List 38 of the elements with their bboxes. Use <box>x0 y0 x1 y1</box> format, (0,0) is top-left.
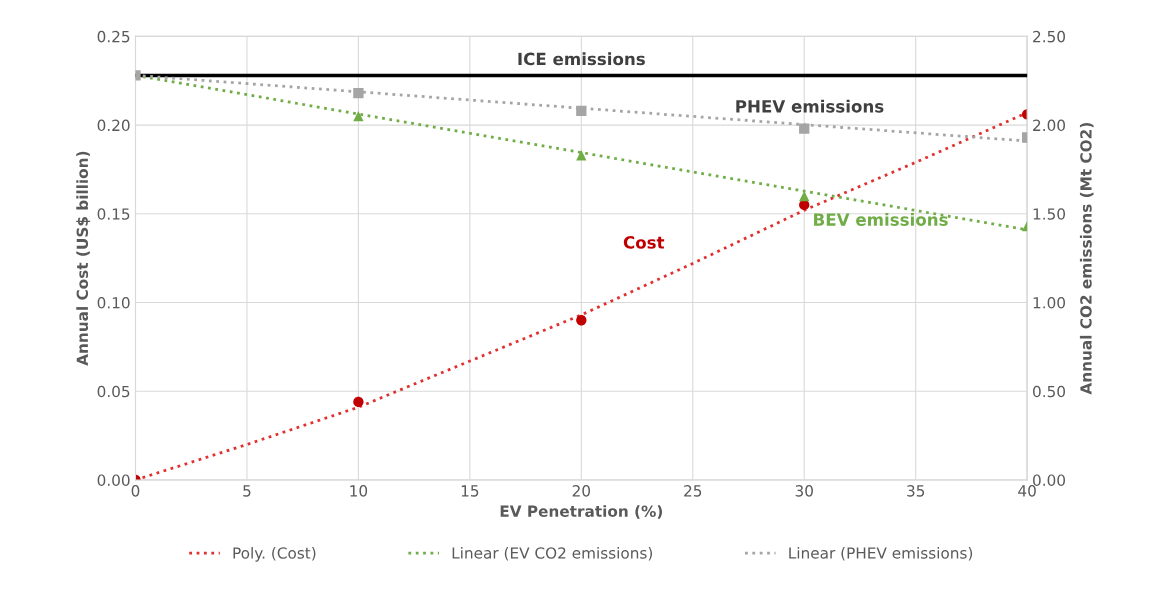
annotation: Cost <box>623 236 665 249</box>
point <box>799 123 810 134</box>
y-tick-label: 0.00 <box>97 474 130 486</box>
point <box>576 150 587 161</box>
x-tick-label: 5 <box>243 485 251 497</box>
x-tick-label: 10 <box>350 485 368 497</box>
y-tick-label: 0.20 <box>97 119 130 132</box>
point <box>576 315 587 326</box>
x-tick-label: 40 <box>1018 485 1036 497</box>
x-tick-label: 25 <box>684 485 702 497</box>
x-tick-label: 20 <box>572 485 591 497</box>
point <box>353 396 364 408</box>
y2-tick-label: 1.50 <box>1033 208 1066 220</box>
legend-label: Linear (PHEV emissions) <box>789 546 973 561</box>
point <box>576 105 587 117</box>
x-axis-title: EV Penetration (%) <box>500 505 663 519</box>
x-tick-label: 0 <box>131 485 140 497</box>
x-tick-label: 15 <box>461 485 479 497</box>
point <box>353 87 364 99</box>
y-tick-label: 0.25 <box>97 30 130 43</box>
y-axis-title: Annual Cost (US$ billion) <box>76 151 91 366</box>
annotation: PHEV emissions <box>736 99 884 113</box>
y-tick-label: 0.15 <box>97 208 130 220</box>
y-tick-label: 0.05 <box>97 385 130 398</box>
y2-tick-label: 0.50 <box>1033 385 1066 398</box>
x-tick-label: 35 <box>907 485 925 497</box>
annotation: BEV emissions <box>814 212 948 226</box>
point <box>353 111 364 122</box>
y2-axis-title: Annual CO2 emissions (Mt CO2) <box>1079 123 1094 395</box>
y2-tick-label: 0.00 <box>1033 474 1066 486</box>
y-tick-label: 0.10 <box>97 296 130 309</box>
legend-label: Poly. (Cost) <box>233 546 316 562</box>
y2-tick-label: 2.50 <box>1033 30 1066 43</box>
y2-tick-label: 2.00 <box>1033 119 1066 132</box>
legend-label: Linear (EV CO2 emissions) <box>452 546 653 561</box>
y2-tick-label: 1.00 <box>1033 296 1066 309</box>
ref-line-label: ICE emissions <box>518 52 645 66</box>
x-tick-label: 30 <box>795 485 813 497</box>
